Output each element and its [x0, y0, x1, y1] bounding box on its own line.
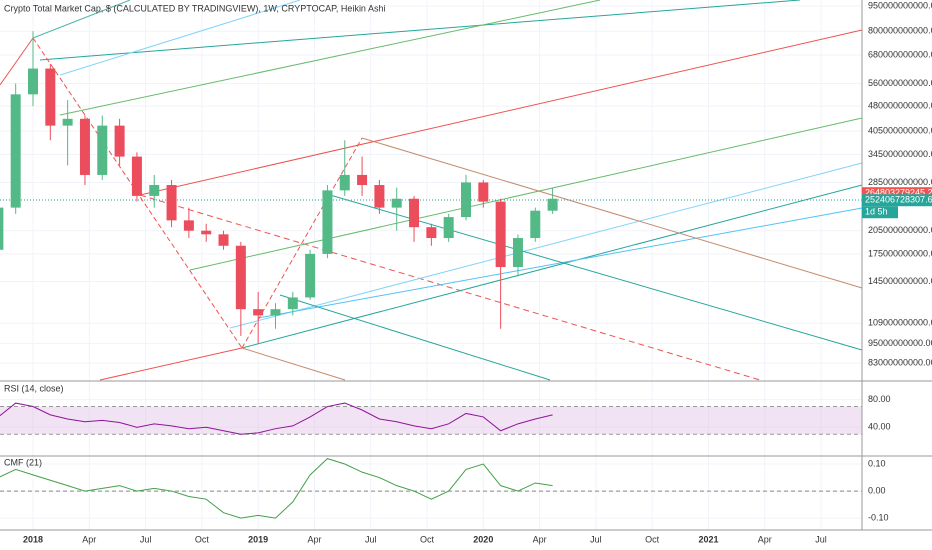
candle-body [149, 185, 160, 196]
candle-body [287, 297, 298, 310]
main-title: Crypto Total Market Cap, $ (CALCULATED B… [4, 3, 385, 13]
y-tick-label: 285000000000.00 [868, 177, 932, 187]
y-tick-label: 175000000000.00 [868, 248, 932, 258]
x-tick-label: Jul [590, 534, 602, 544]
candle-body [166, 185, 177, 221]
fork-line [257, 207, 863, 319]
x-tick-label: Jul [140, 534, 152, 544]
y-tick-label: 950000000000.00 [868, 0, 932, 10]
candle-body [322, 190, 333, 254]
candle-body [253, 309, 264, 316]
pitchfork-median [139, 194, 761, 381]
x-tick-label: Oct [420, 534, 435, 544]
fork-line [189, 117, 863, 271]
y-tick-label: 560000000000.00 [868, 78, 932, 88]
candle-body [409, 198, 420, 228]
y-tick-label: 40.00 [868, 422, 891, 432]
y-tick-label: -0.10 [868, 512, 889, 522]
candle-body [270, 309, 281, 316]
fork-line [39, 0, 801, 61]
candle-body [218, 234, 229, 246]
grid [0, 0, 862, 530]
candle-body [79, 118, 90, 175]
fork-line [32, 0, 131, 39]
x-tick-label: Jul [815, 534, 827, 544]
y-tick-label: 80.00 [868, 394, 891, 404]
price-label: 264803279245.25 [865, 188, 932, 198]
pitchfork-line [99, 347, 243, 381]
y-tick-label: 145000000000.00 [868, 276, 932, 286]
candle-body [461, 182, 471, 218]
price-label: 252406728307.67 [865, 195, 932, 205]
candle-body [114, 125, 125, 157]
candle-body [512, 238, 523, 268]
candle-body [28, 68, 38, 95]
candle-body [391, 198, 402, 208]
candle-body [97, 125, 108, 175]
price-label-box [862, 194, 932, 207]
fork-line [229, 162, 863, 329]
indicator-line [0, 402, 553, 435]
y-tick-label: 83000000000.00 [868, 358, 932, 368]
fork-line [241, 347, 346, 381]
y-tick-label: 405000000000.00 [868, 125, 932, 135]
candle-body [305, 253, 316, 298]
candle-body [183, 220, 194, 231]
candle-body [10, 94, 21, 208]
cmf-title: CMF (21) [4, 457, 42, 467]
rsi-band [0, 406, 862, 435]
marks [0, 31, 558, 519]
candle-body [547, 198, 558, 211]
candle-body [374, 185, 385, 208]
trend-line [0, 37, 34, 86]
y-tick-label: 800000000000.00 [868, 26, 932, 36]
x-tick-label: Apr [307, 534, 321, 544]
y-tick-label: 345000000000.00 [868, 149, 932, 159]
y-tick-label: 480000000000.00 [868, 100, 932, 110]
fork-line [279, 294, 551, 381]
pitchfork-line [139, 29, 863, 196]
fork-line [361, 137, 863, 289]
candle-body [530, 210, 541, 239]
countdown-box [862, 206, 898, 219]
candle-body [131, 156, 142, 196]
candle-body [0, 207, 4, 250]
y-tick-label: 0.00 [868, 485, 886, 495]
candle-body [443, 217, 454, 239]
y-tick-label: 109000000000.00 [868, 318, 932, 328]
x-tick-label: Apr [82, 534, 96, 544]
x-tick-label: 2019 [248, 534, 268, 544]
candle-body [339, 174, 350, 191]
x-tick-label: 2021 [698, 534, 718, 544]
x-tick-label: 2018 [23, 534, 43, 544]
indicator-line [0, 458, 553, 519]
candle-body [235, 245, 246, 310]
x-tick-label: 2020 [473, 534, 493, 544]
y-tick-label: 680000000000.00 [868, 49, 932, 59]
fork-line [59, 0, 301, 76]
candle-body [45, 68, 56, 126]
y-tick-label: 95000000000.00 [868, 338, 932, 348]
x-tick-label: Oct [645, 534, 660, 544]
countdown: 1d 5h [865, 207, 888, 217]
fork-line [59, 0, 601, 116]
candle-body [478, 182, 489, 202]
y-tick-label: 0.10 [868, 458, 886, 468]
candle-body [357, 174, 368, 186]
x-tick-label: Apr [758, 534, 772, 544]
fork-line [241, 184, 863, 349]
candle-body [62, 118, 73, 126]
x-tick-label: Jul [365, 534, 377, 544]
candle-body [201, 230, 212, 235]
candle-body [495, 201, 506, 268]
candle-body [426, 227, 437, 239]
rsi-title: RSI (14, close) [4, 383, 64, 393]
x-tick-label: Apr [533, 534, 547, 544]
y-tick-label: 205000000000.00 [868, 225, 932, 235]
x-tick-label: Oct [195, 534, 210, 544]
